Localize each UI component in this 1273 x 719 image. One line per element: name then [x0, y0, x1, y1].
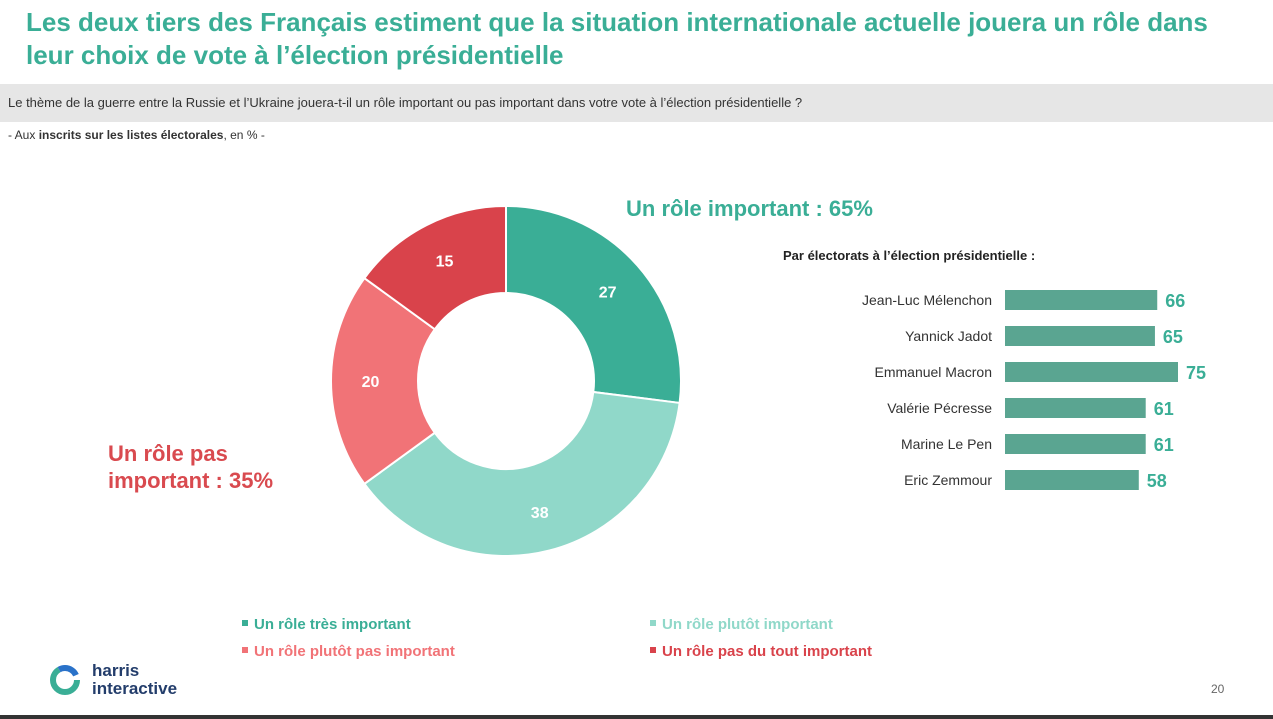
- bar-value-label: 61: [1154, 399, 1174, 419]
- page-title: Les deux tiers des Français estiment que…: [26, 7, 1208, 70]
- donut-slice: [330, 276, 437, 486]
- bar-value-label: 61: [1154, 435, 1174, 455]
- base-suffix: , en % -: [223, 128, 265, 142]
- question-text: Le thème de la guerre entre la Russie et…: [8, 95, 803, 110]
- legend-label: Un rôle très important: [254, 616, 411, 633]
- bars-title: Par électorats à l’élection présidentiel…: [783, 248, 1036, 263]
- harris-logo-icon: [50, 665, 80, 695]
- legend-not-at-all-important: Un rôle pas du tout important: [650, 643, 872, 660]
- bar-value-label: 58: [1147, 471, 1167, 490]
- bar: [1005, 434, 1146, 454]
- bar-category-label: Eric Zemmour: [904, 472, 992, 488]
- bar: [1005, 470, 1139, 490]
- legend-swatch: [650, 647, 656, 654]
- legend-label: Un rôle pas du tout important: [662, 643, 872, 660]
- legend-rather-not-important: Un rôle plutôt pas important: [242, 643, 455, 660]
- logo-line2: interactive: [92, 679, 178, 698]
- bar-category-label: Emmanuel Macron: [875, 364, 993, 380]
- bar-category-label: Valérie Pécresse: [887, 400, 992, 416]
- bar-category-label: Yannick Jadot: [905, 328, 992, 344]
- bar: [1005, 326, 1155, 346]
- not-important-line1: Un rôle pas: [108, 441, 228, 466]
- important-summary: Un rôle important : 65%: [626, 196, 873, 221]
- bar-value-label: 65: [1163, 327, 1183, 347]
- legend-swatch: [650, 620, 656, 627]
- legend-swatch: [242, 647, 248, 654]
- bar-category-label: Marine Le Pen: [901, 436, 992, 452]
- legend-swatch: [242, 620, 248, 627]
- bar-chart: Jean-Luc Mélenchon 66 Yannick Jadot 65 Emman…: [862, 290, 1206, 490]
- bar-value-label: 75: [1186, 363, 1206, 383]
- legend-rather-important: Un rôle plutôt important: [650, 616, 833, 633]
- legend-label: Un rôle plutôt important: [662, 616, 833, 633]
- not-important-line2: important : 35%: [108, 468, 274, 493]
- question-band: [0, 84, 1273, 122]
- base-prefix: - Aux: [8, 128, 39, 142]
- donut-slice-label: 15: [436, 253, 454, 270]
- bar: [1005, 290, 1158, 310]
- page-number: 20: [1211, 682, 1225, 696]
- logo-text: harris interactive: [92, 662, 177, 698]
- base-note: - Aux inscrits sur les listes électorale…: [8, 128, 265, 142]
- logo-line1: harris: [92, 661, 140, 680]
- legend-very-important: Un rôle très important: [242, 616, 411, 633]
- bar-category-label: Jean-Luc Mélenchon: [862, 292, 992, 308]
- donut-slice: [505, 204, 682, 405]
- base-bold: inscrits sur les listes électorales: [38, 128, 224, 142]
- not-important-summary: Un rôle pas important : 35%: [108, 440, 328, 494]
- bar: [1005, 398, 1146, 418]
- donut-chart: 27 38 20 15: [330, 204, 682, 557]
- bar: [1005, 362, 1178, 382]
- legend-label: Un rôle plutôt pas important: [254, 643, 455, 660]
- bar-value-label: 66: [1165, 291, 1185, 311]
- bottom-rule: [0, 715, 1273, 719]
- donut-slice-label: 38: [531, 505, 549, 522]
- donut-slice-label: 20: [362, 374, 380, 391]
- donut-slice: [363, 204, 507, 331]
- donut-slice-label: 27: [599, 284, 617, 301]
- donut-slice: [363, 390, 681, 557]
